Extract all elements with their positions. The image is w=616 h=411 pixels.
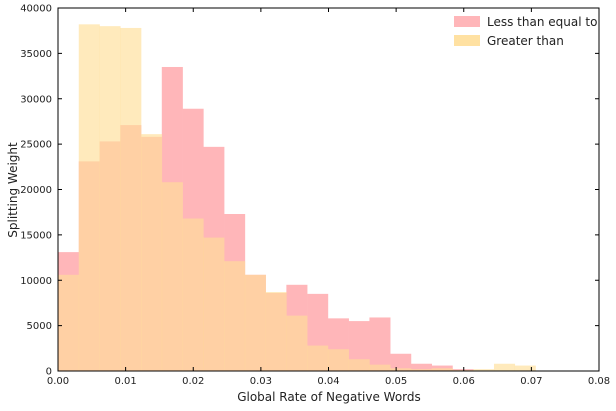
histogram-bar [182,218,204,371]
y-axis-label: Splitting Weight [6,142,20,238]
x-tick-label: 0.07 [520,376,542,387]
histogram-bar [410,369,432,371]
histogram-bar [327,349,349,371]
x-tick-label: 0.01 [114,376,136,387]
x-axis-label: Global Rate of Negative Words [237,390,421,404]
x-tick-label: 0.06 [453,376,475,387]
x-tick-label: 0.04 [317,376,339,387]
histogram-bar [493,363,516,371]
histogram-bar [224,261,246,371]
histogram-bar [141,134,163,371]
histogram-bar [120,27,142,372]
histogram-bar [473,369,495,371]
y-tick-label: 40000 [20,4,52,15]
y-tick-label: 20000 [20,185,52,196]
legend: Less than equal to Greater than [454,15,597,48]
ticks-layer: 0.00 0.01 0.02 0.03 0.04 0.05 0.06 0.07 0.08 0 500… [20,4,610,388]
legend-label: Less than equal to [487,15,597,29]
histogram-bar [514,365,536,371]
histogram-bar [161,182,183,371]
y-tick-label: 30000 [20,94,52,105]
histogram-bar [307,345,329,371]
y-tick-label: 35000 [20,49,52,60]
legend-label: Greater than [487,34,564,48]
y-tick-label: 0 [46,367,52,378]
series-1 [58,24,536,372]
histogram-bar [203,237,225,371]
histogram-bar [390,353,412,371]
histogram-bar [78,24,100,372]
y-tick-label: 5000 [27,321,52,332]
histogram-bar [286,315,308,371]
histogram-bar [348,359,370,371]
histogram-bar [58,274,80,371]
histogram-bar [431,368,453,371]
histogram-bar [244,274,266,371]
y-tick-label: 25000 [20,140,52,151]
x-tick-label: 0.02 [182,376,204,387]
histogram-bar [99,26,121,372]
x-tick-label: 0.08 [588,376,610,387]
y-tick-label: 10000 [20,276,52,287]
histogram-bar [410,363,432,371]
histogram-bar [265,292,287,371]
histogram-bar [348,321,370,371]
x-tick-label: 0.03 [250,376,272,387]
histogram-bar [369,317,391,371]
x-tick-label: 0.00 [47,376,69,387]
histogram-bar [390,368,412,371]
y-tick-label: 15000 [20,230,52,241]
legend-swatch [454,16,480,27]
x-tick-label: 0.05 [385,376,407,387]
bars-layer [58,24,536,372]
legend-swatch [454,35,480,46]
histogram-bar [369,364,391,371]
